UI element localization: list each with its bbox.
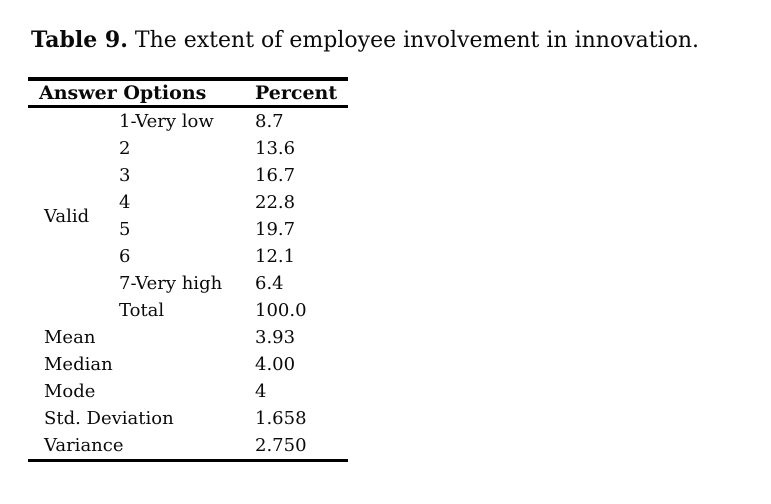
- option-cell: Total: [119, 300, 165, 321]
- stat-label-cell: Mean: [44, 327, 96, 348]
- paper-page: Table 9. The extent of employee involvem…: [28, 25, 771, 462]
- table-row: Mean 3.93: [28, 324, 348, 351]
- percent-cell: 12.1: [255, 246, 296, 267]
- table-caption: Table 9. The extent of employee involvem…: [31, 25, 771, 56]
- stat-label-cell: Mode: [44, 381, 96, 402]
- option-cell: 2: [119, 138, 131, 159]
- stat-value-cell: 3.93: [255, 327, 296, 348]
- percent-cell: 22.8: [255, 192, 296, 213]
- table-caption-text: The extent of employee involvement in in…: [134, 28, 700, 53]
- option-cell: 7-Very high: [119, 273, 223, 294]
- stat-value-cell: 1.658: [255, 408, 307, 429]
- percent-cell: 19.7: [255, 219, 296, 240]
- table-row: Median 4.00: [28, 351, 348, 378]
- table-caption-label: Table 9.: [31, 27, 128, 53]
- valid-group-label: Valid: [44, 205, 90, 227]
- table-row: 3 16.7: [28, 162, 348, 189]
- option-cell: 1-Very low: [119, 111, 214, 132]
- percent-cell: 6.4: [255, 273, 284, 294]
- percent-cell: 100.0: [255, 300, 307, 321]
- stat-label-cell: Variance: [44, 435, 124, 456]
- table-row: 2 13.6: [28, 135, 348, 162]
- percent-cell: 13.6: [255, 138, 296, 159]
- stat-value-cell: 4.00: [255, 354, 296, 375]
- table-row: Valid 1-Very low 8.7: [28, 107, 348, 227]
- table-row: Variance 2.750: [28, 432, 348, 461]
- table-row: 4 22.8: [28, 189, 348, 216]
- percent-cell: 16.7: [255, 165, 296, 186]
- table-row: 6 12.1: [28, 243, 348, 270]
- table-row: Total 100.0: [28, 297, 348, 324]
- table-row: Std. Deviation 1.658: [28, 405, 348, 432]
- column-header-answer-options: Answer Options: [28, 79, 255, 108]
- stat-value-cell: 4: [255, 381, 267, 402]
- table-row: 5 19.7: [28, 216, 348, 243]
- option-cell: 3: [119, 165, 131, 186]
- table-row: Mode 4: [28, 378, 348, 405]
- option-cell: 6: [119, 246, 131, 267]
- option-cell: 5: [119, 219, 131, 240]
- table-row: 7-Very high 6.4: [28, 270, 348, 297]
- column-header-percent: Percent: [255, 79, 348, 108]
- employee-involvement-table: Answer Options Percent Valid 1-Very low …: [28, 77, 348, 462]
- percent-cell: 8.7: [255, 111, 284, 132]
- option-cell: 4: [119, 192, 131, 213]
- stat-label-cell: Std. Deviation: [44, 408, 174, 429]
- stat-label-cell: Median: [44, 354, 113, 375]
- stat-value-cell: 2.750: [255, 435, 307, 456]
- header-row: Answer Options Percent: [28, 79, 348, 108]
